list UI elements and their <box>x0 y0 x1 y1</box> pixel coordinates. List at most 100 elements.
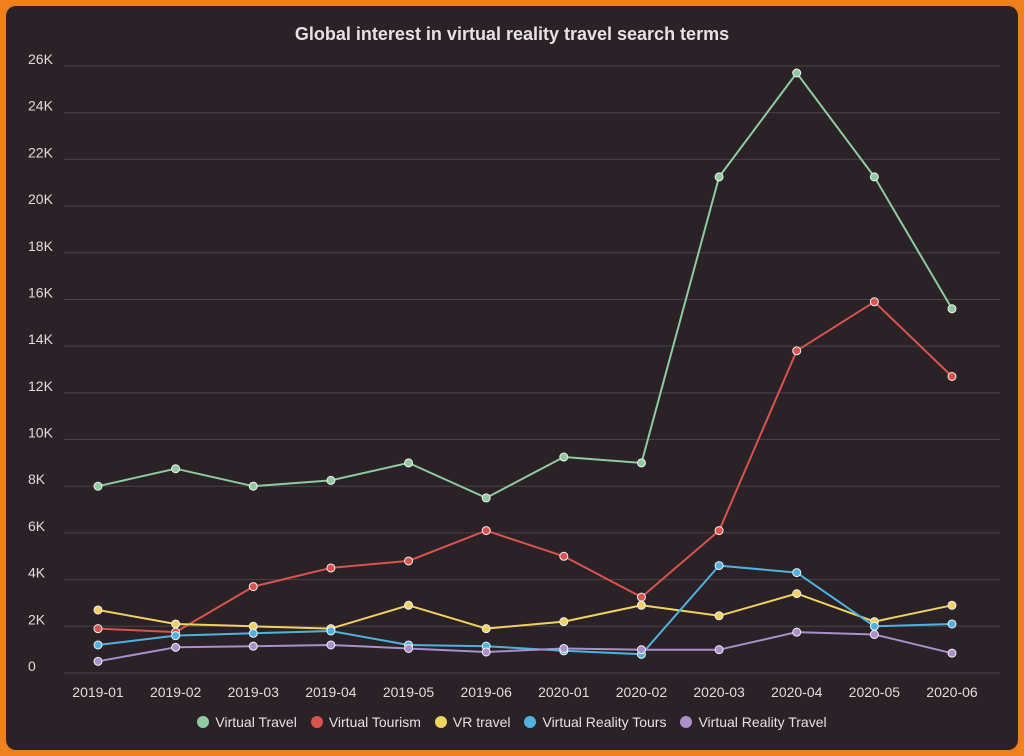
data-point <box>636 592 646 602</box>
data-point <box>792 627 802 637</box>
x-tick-label: 2020-02 <box>616 684 668 700</box>
data-point <box>559 643 569 653</box>
legend-label: Virtual Reality Travel <box>698 714 827 730</box>
x-tick-label: 2019-04 <box>305 684 357 700</box>
data-point <box>248 481 258 491</box>
data-point <box>714 645 724 655</box>
data-point <box>481 647 491 657</box>
chart-legend: Virtual Travel Virtual Tourism VR travel Vi… <box>6 714 1018 730</box>
data-point <box>171 619 181 629</box>
legend-item[interactable]: Virtual Reality Travel <box>680 714 827 730</box>
data-point <box>404 458 414 468</box>
y-tick-label: 22K <box>28 144 54 160</box>
x-tick-label: 2020-04 <box>771 684 823 700</box>
data-point <box>171 631 181 641</box>
data-point <box>326 640 336 650</box>
x-tick-label: 2019-03 <box>228 684 280 700</box>
data-point <box>481 624 491 634</box>
data-point <box>171 464 181 474</box>
data-point <box>93 481 103 491</box>
y-tick-label: 12K <box>28 378 54 394</box>
data-point <box>869 172 879 182</box>
data-point <box>93 605 103 615</box>
series-line <box>97 72 953 499</box>
data-point <box>869 621 879 631</box>
data-point <box>792 568 802 578</box>
data-point <box>947 600 957 610</box>
data-point <box>559 452 569 462</box>
data-point <box>326 475 336 485</box>
y-tick-label: 26K <box>28 51 54 67</box>
data-point <box>93 624 103 634</box>
legend-marker <box>310 716 323 728</box>
legend-marker <box>197 716 210 728</box>
data-point <box>792 346 802 356</box>
legend-marker <box>434 716 447 728</box>
chart-title: Global interest in virtual reality trave… <box>294 24 730 44</box>
y-tick-label: 4K <box>28 565 46 581</box>
y-tick-label: 18K <box>28 238 54 254</box>
data-point <box>714 172 724 182</box>
series-line <box>97 300 953 634</box>
legend-label: Virtual Tourism <box>328 714 421 730</box>
x-tick-label: 2019-06 <box>460 684 512 700</box>
data-point <box>93 656 103 666</box>
legend-marker <box>680 716 693 728</box>
legend-item[interactable]: VR travel <box>434 714 511 730</box>
legend-item[interactable]: Virtual Reality Tours <box>524 714 666 730</box>
data-point <box>947 304 957 314</box>
legend-marker <box>524 716 537 728</box>
legend-label: Virtual Reality Tours <box>542 714 667 730</box>
legend-label: Virtual Travel <box>215 714 297 730</box>
x-tick-label: 2019-01 <box>72 684 124 700</box>
y-tick-label: 2K <box>28 611 46 627</box>
data-point <box>559 551 569 561</box>
data-point <box>404 556 414 566</box>
legend-item[interactable]: Virtual Tourism <box>310 714 421 730</box>
data-point <box>171 642 181 652</box>
legend-item[interactable]: Virtual Travel <box>197 714 297 730</box>
data-point <box>481 493 491 503</box>
x-tick-label: 2020-01 <box>538 684 590 700</box>
data-point <box>792 68 802 78</box>
legend-label: VR travel <box>452 714 511 730</box>
data-point <box>947 619 957 629</box>
x-tick-label: 2020-03 <box>693 684 745 700</box>
data-point <box>636 600 646 610</box>
data-point <box>404 600 414 610</box>
data-point <box>947 372 957 382</box>
y-tick-label: 24K <box>28 98 54 114</box>
y-tick-label: 10K <box>28 425 54 441</box>
y-tick-label: 16K <box>28 284 54 300</box>
data-point <box>248 628 258 638</box>
x-tick-label: 2020-06 <box>926 684 978 700</box>
data-point <box>869 297 879 307</box>
y-tick-label: 0 <box>28 658 36 674</box>
data-point <box>792 589 802 599</box>
chart-panel: Global interest in virtual reality trave… <box>6 6 1018 750</box>
y-tick-label: 14K <box>28 331 54 347</box>
data-point <box>714 611 724 621</box>
data-point <box>636 458 646 468</box>
x-tick-label: 2019-02 <box>150 684 202 700</box>
data-point <box>481 526 491 536</box>
data-point <box>326 626 336 636</box>
x-tick-label: 2019-05 <box>383 684 435 700</box>
data-point <box>93 640 103 650</box>
series-line <box>97 631 953 663</box>
data-point <box>714 561 724 571</box>
data-point <box>404 643 414 653</box>
data-point <box>714 526 724 536</box>
data-point <box>248 582 258 592</box>
data-point <box>248 641 258 651</box>
y-tick-label: 8K <box>28 471 46 487</box>
x-tick-label: 2020-05 <box>849 684 901 700</box>
y-tick-label: 6K <box>28 518 46 534</box>
line-chart: 0 2K 4K 6K 8K 10K 12K 14K 16K 18K 20K 22K 24K 26K 2019… <box>28 51 1000 700</box>
y-tick-label: 20K <box>28 191 54 207</box>
series-line <box>97 592 953 630</box>
data-point <box>559 617 569 627</box>
data-point <box>636 645 646 655</box>
series-line <box>97 564 953 656</box>
data-point <box>947 648 957 658</box>
